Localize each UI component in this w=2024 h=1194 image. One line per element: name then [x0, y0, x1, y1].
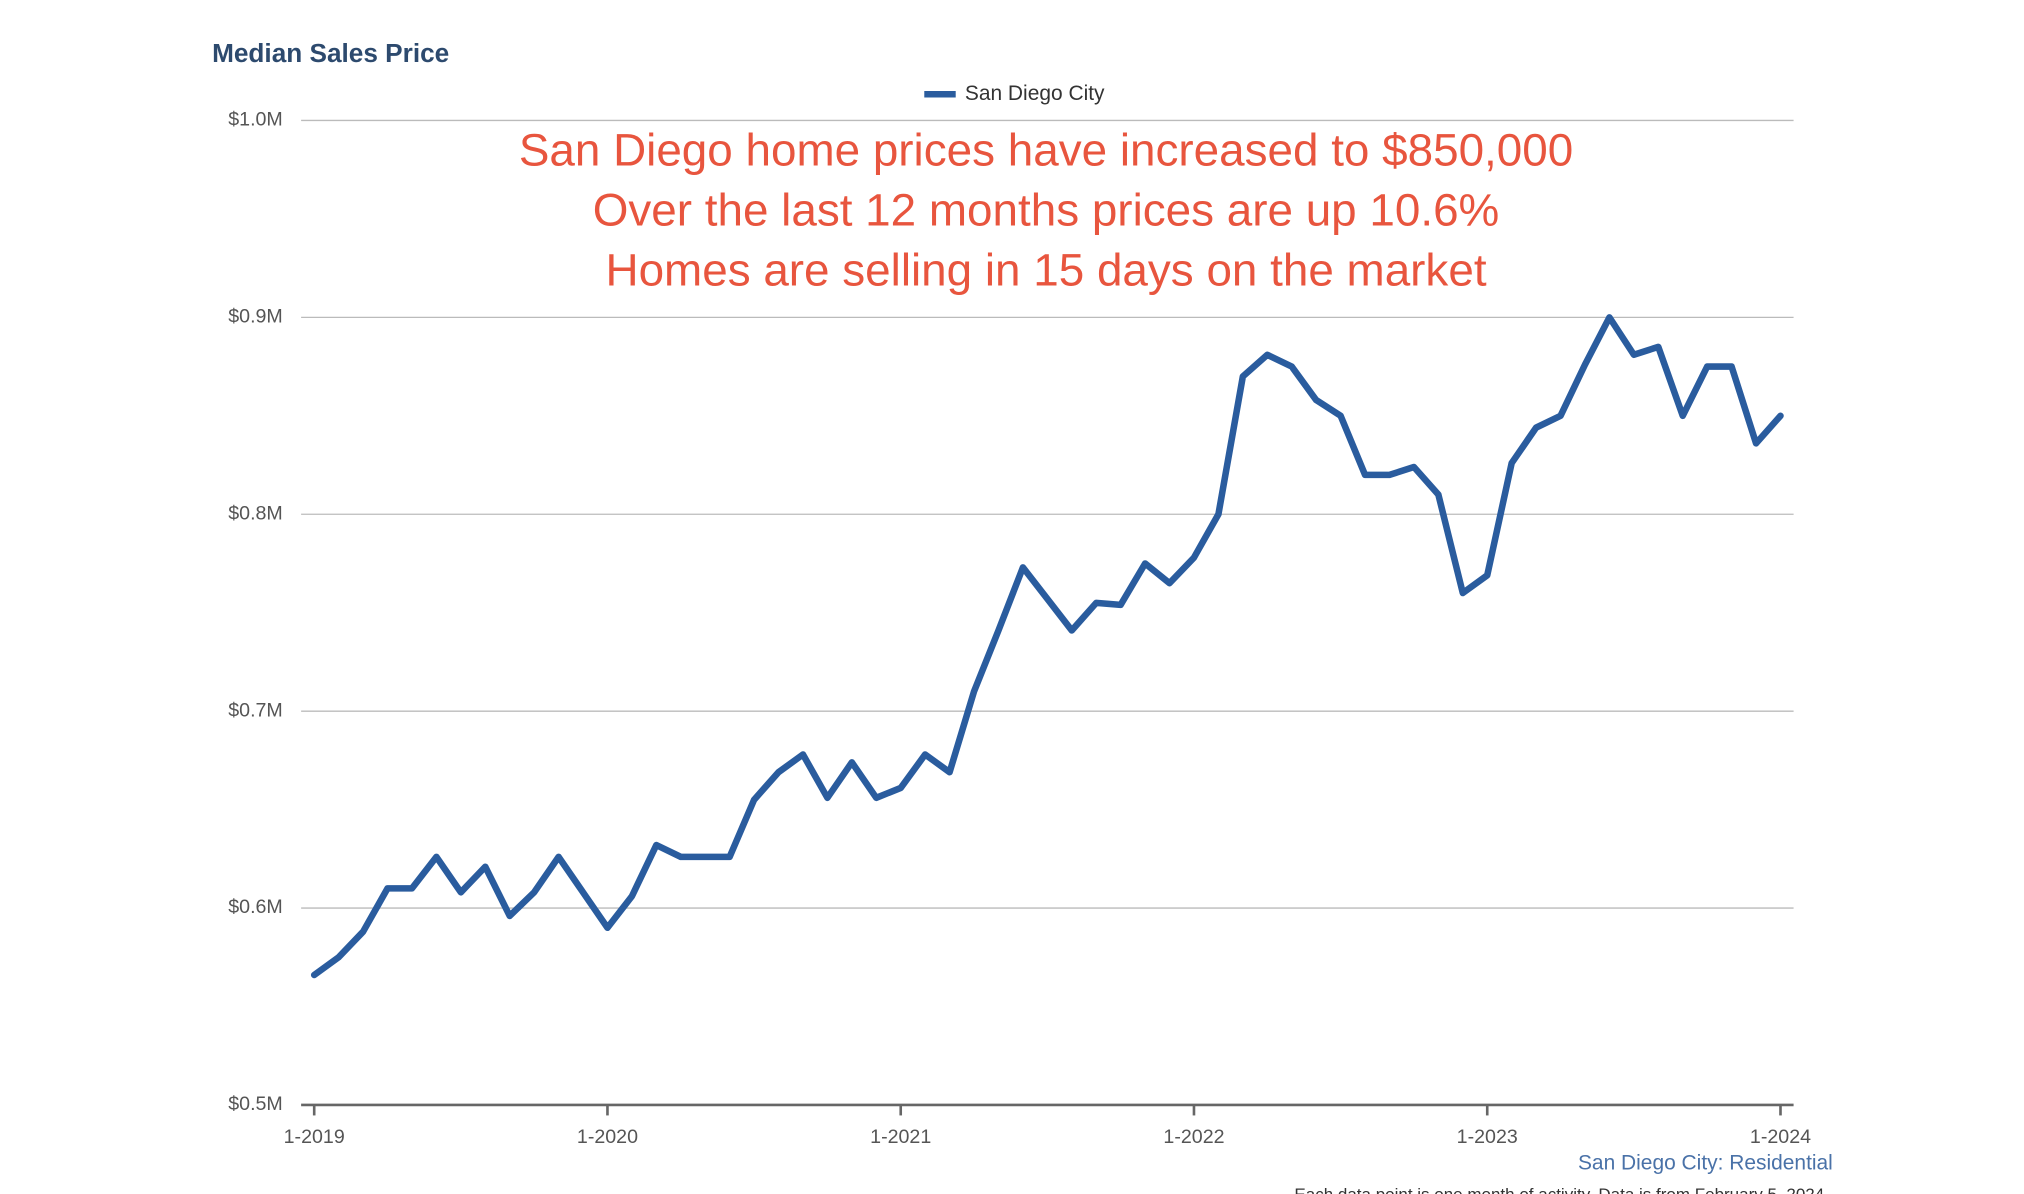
annotation: San Diego home prices have increased to … [519, 124, 1573, 175]
x-tick-label: 1-2024 [1750, 1126, 1811, 1148]
line [310, 314, 1784, 979]
annotation: Homes are selling in 15 days on the mark… [605, 245, 1486, 296]
y-tick-label: $0.5M [228, 1093, 283, 1115]
y-tick-label: $0.7M [228, 699, 283, 721]
y-tick-label: $0.8M [228, 502, 283, 524]
x-tick-label: 1-2021 [870, 1126, 931, 1148]
y-tick-label: $0.9M [228, 306, 283, 328]
x-tick-label: 1-2022 [1163, 1126, 1224, 1148]
legend-label: San Diego City [965, 82, 1105, 105]
x-tick-label: 1-2020 [577, 1126, 638, 1148]
source: San Diego City: Residential [1578, 1151, 1833, 1174]
x-tick-label: 1-2019 [284, 1126, 345, 1148]
x-tick-label: 1-2023 [1457, 1126, 1518, 1148]
chart-title: Median Sales Price [212, 38, 449, 68]
y-tick-label: $1.0M [228, 109, 283, 131]
note: Each data point is one month of activity… [1294, 1185, 1829, 1194]
y-tick-label: $0.6M [228, 896, 283, 918]
annotation: Over the last 12 months prices are up 10… [593, 185, 1500, 236]
